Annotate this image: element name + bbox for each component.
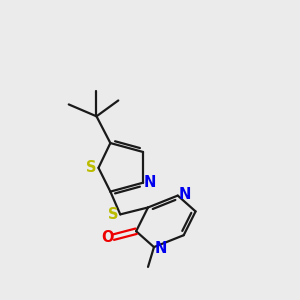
Text: N: N: [155, 241, 167, 256]
Text: O: O: [101, 230, 114, 245]
Text: N: N: [144, 175, 156, 190]
Text: S: S: [108, 207, 119, 222]
Text: N: N: [178, 187, 191, 202]
Text: S: S: [86, 160, 97, 175]
